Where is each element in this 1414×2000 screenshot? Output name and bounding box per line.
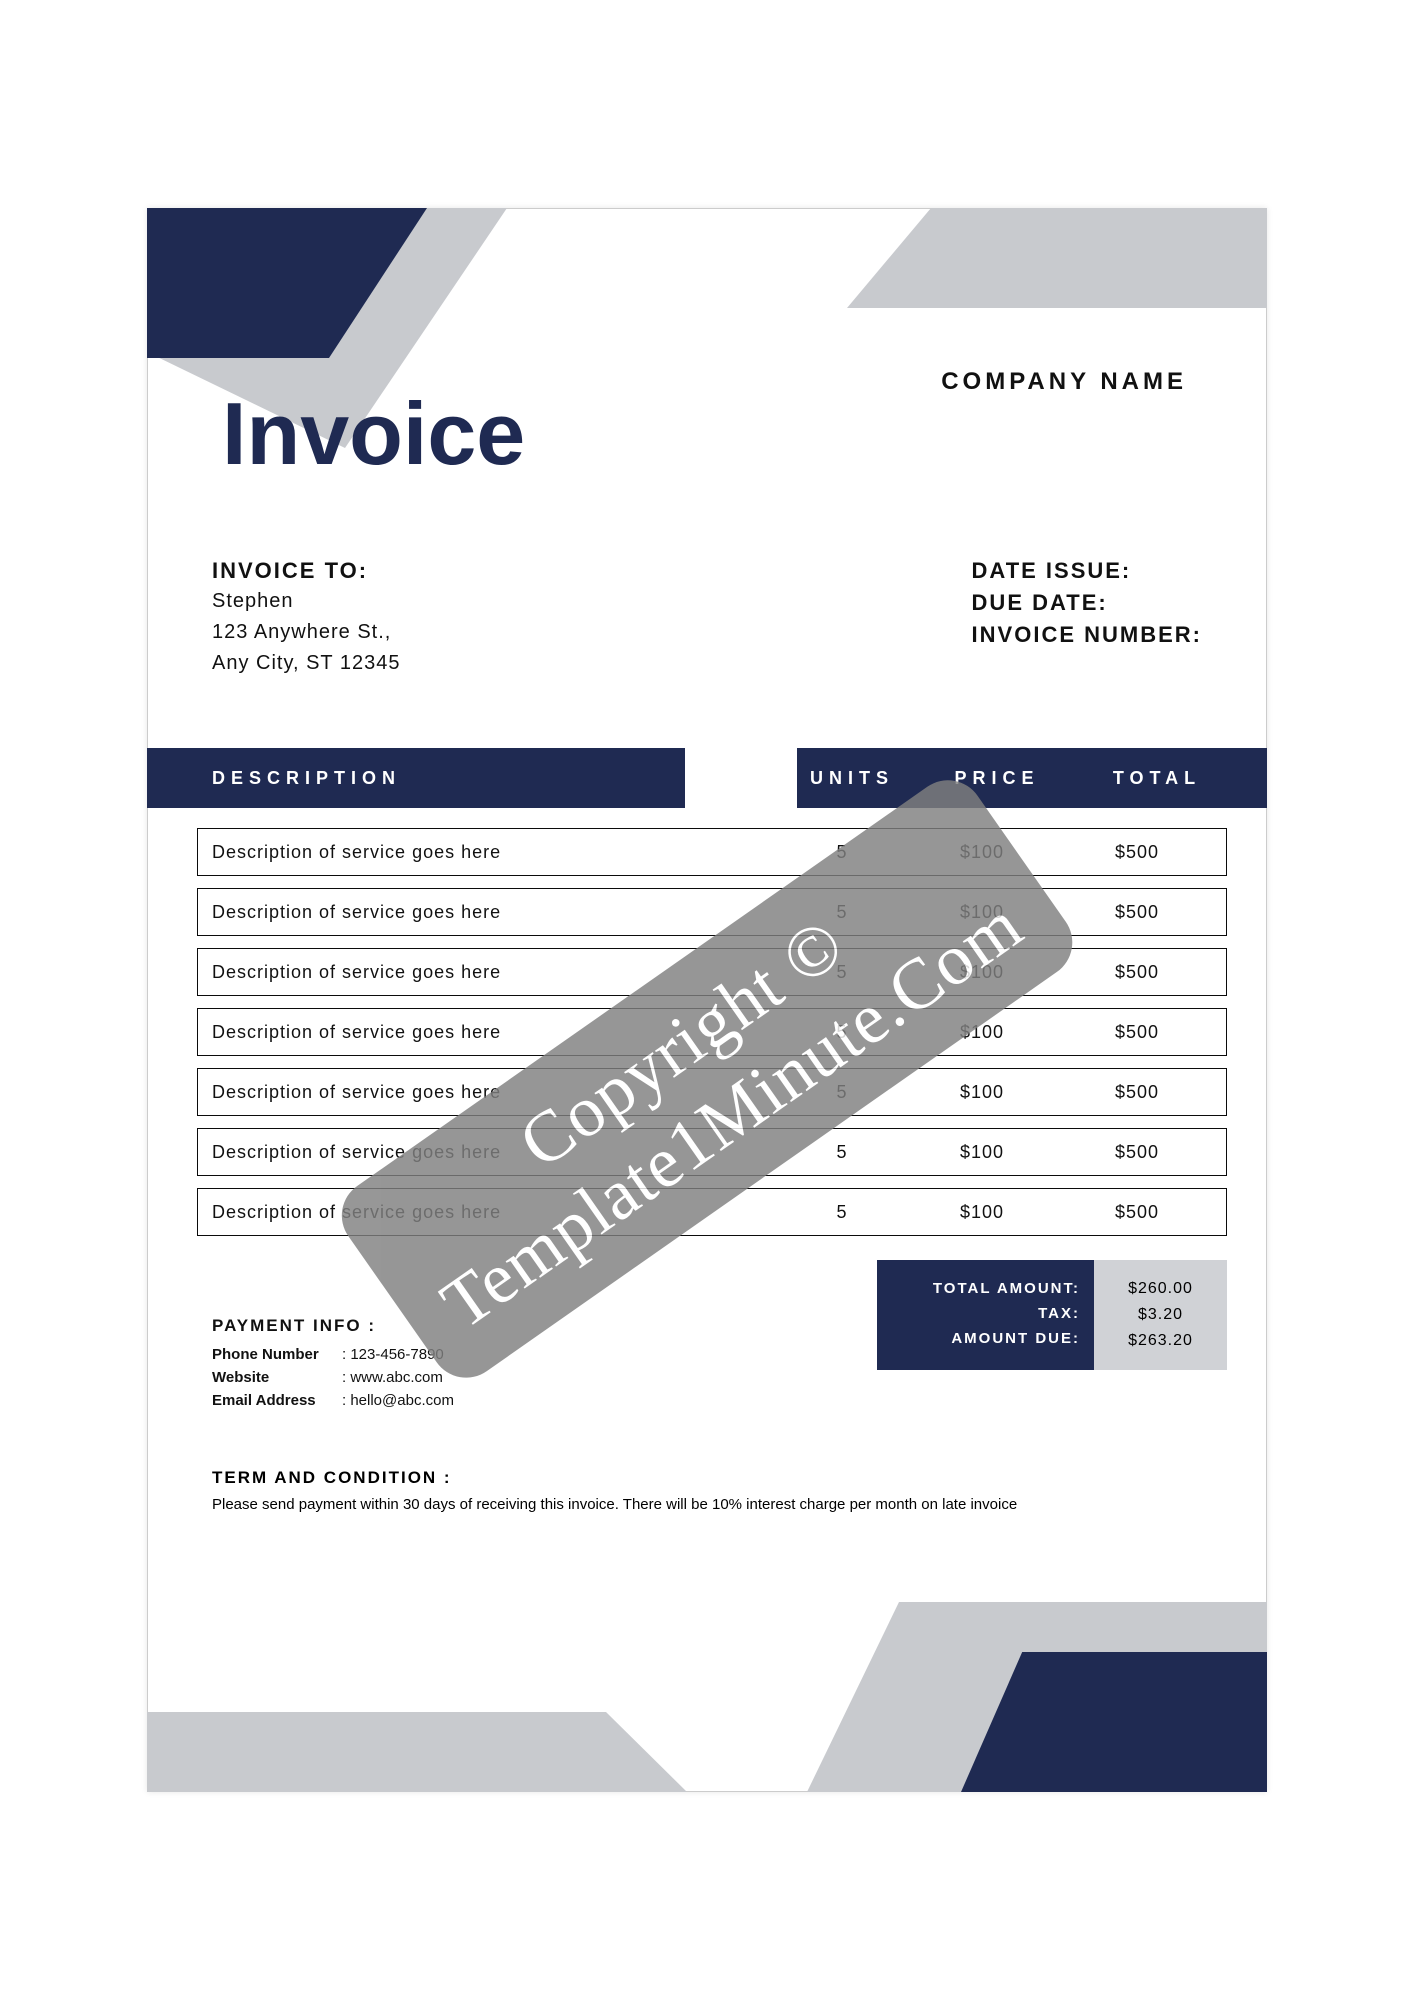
bill-to-name: Stephen — [212, 590, 400, 613]
invoice-page: COMPANY NAME Invoice INVOICE TO: Stephen… — [147, 208, 1267, 1792]
due-date-label: DUE DATE: — [972, 590, 1202, 616]
bill-to-city: Any City, ST 12345 — [212, 652, 400, 675]
date-issue-label: DATE ISSUE: — [972, 558, 1202, 584]
company-name: COMPANY NAME — [941, 368, 1187, 396]
bill-to-block: INVOICE TO: Stephen 123 Anywhere St., An… — [212, 558, 400, 683]
bill-to-street: 123 Anywhere St., — [212, 621, 400, 644]
page-title: Invoice — [222, 383, 525, 485]
invoice-number-label: INVOICE NUMBER: — [972, 622, 1202, 648]
bill-to-heading: INVOICE TO: — [212, 558, 400, 584]
invoice-meta-block: DATE ISSUE: DUE DATE: INVOICE NUMBER: — [972, 558, 1202, 683]
